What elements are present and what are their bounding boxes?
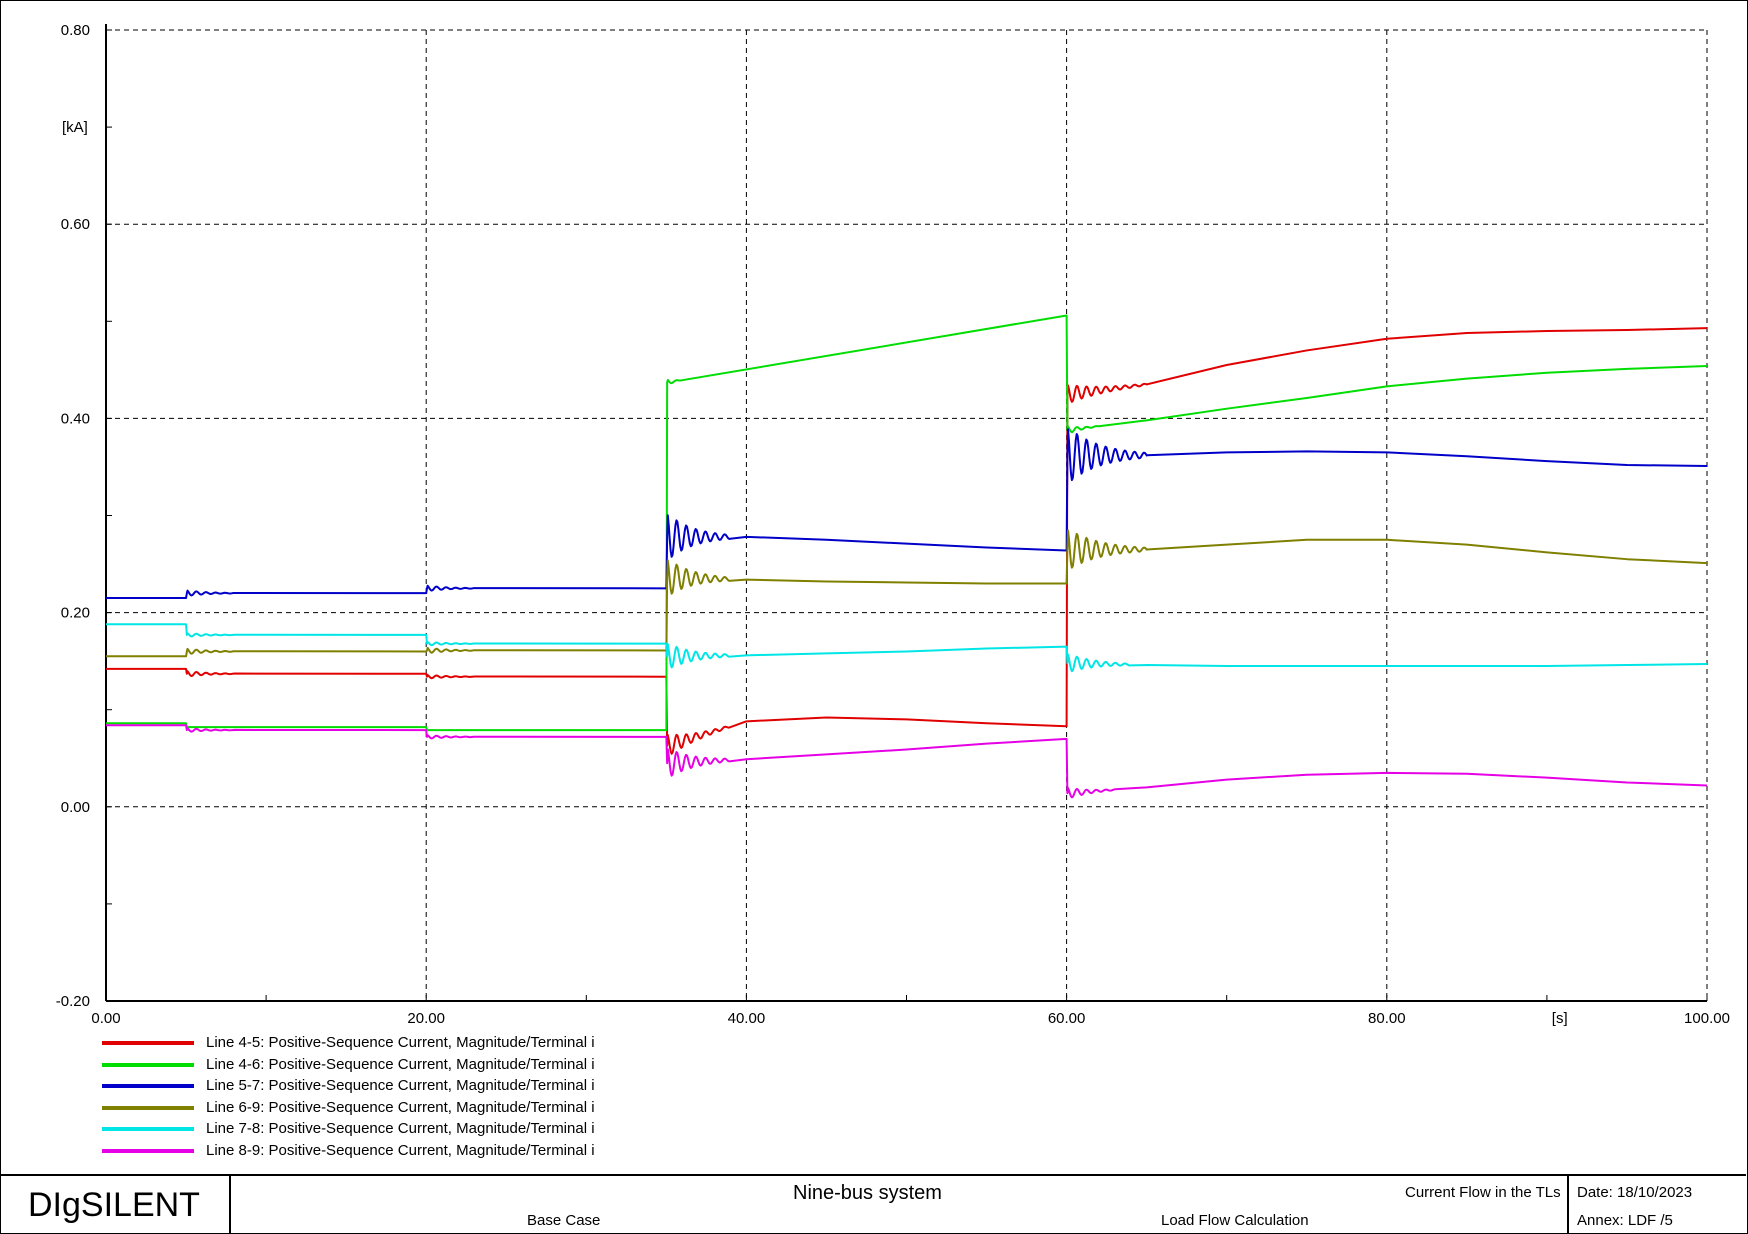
y-tick-label: 0.60 (61, 216, 90, 233)
legend-swatch (102, 1105, 194, 1110)
series-layer (106, 314, 1708, 799)
x-unit-label: [s] (1552, 1010, 1568, 1027)
legend-label: Line 4-6: Positive-Sequence Current, Mag… (206, 1055, 595, 1073)
y-tick-label: 0.80 (61, 22, 90, 39)
y-tick-label: 0.40 (61, 410, 90, 427)
legend-label: Line 7-8: Positive-Sequence Current, Mag… (206, 1120, 595, 1137)
line-chart: 0.00 20.00 40.00 60.00 80.00 100.00-0.200.000… (56, 22, 1730, 1027)
date-label: Date: 18/10/2023 (1577, 1184, 1693, 1201)
legend-swatch (102, 1127, 194, 1131)
legend-label: Line 4-5: Positive-Sequence Current, Mag… (206, 1034, 595, 1051)
x-tick-label: 20.00 (407, 1010, 445, 1027)
x-tick-label: 40.00 (728, 1010, 766, 1027)
series-line-1 (106, 327, 1708, 755)
x-tick-label: 80.00 (1368, 1010, 1406, 1027)
legend-label: Line 8-9: Positive-Sequence Current, Mag… (206, 1141, 595, 1159)
series-line-5 (106, 623, 1708, 673)
description-cell: Nine-bus system Current Flow in the TLs … (231, 1176, 1569, 1234)
legend-label: Line 5-7: Positive-Sequence Current, Mag… (206, 1077, 595, 1094)
series-line-3 (106, 428, 1708, 600)
project-title: Nine-bus system (793, 1182, 942, 1204)
tick-labels: 0.00 20.00 40.00 60.00 80.00 100.00-0.200.000… (56, 22, 1730, 1027)
calculation-label: Load Flow Calculation (1161, 1212, 1309, 1229)
axes (105, 24, 1708, 1002)
grid (106, 29, 1708, 1001)
x-tick-label: 100.00 (1684, 1010, 1730, 1027)
study-case-label: Base Case (527, 1212, 601, 1229)
series-line-2 (106, 314, 1708, 732)
y-tick-label: -0.20 (56, 993, 90, 1010)
legend-swatch (102, 1062, 194, 1067)
legend-swatch (102, 1041, 194, 1045)
y-tick-label: 0.00 (61, 799, 90, 816)
title-block: DIgSILENT Nine-bus system Current Flow i… (0, 1174, 1746, 1234)
x-tick-label: 60.00 (1048, 1010, 1086, 1027)
annex-label: Annex: LDF /5 (1577, 1212, 1673, 1229)
legend-swatch (102, 1084, 194, 1088)
y-tick-label: 0.20 (61, 605, 90, 622)
x-tick-label: 0.00 (91, 1010, 120, 1027)
brand-cell: DIgSILENT (0, 1176, 231, 1234)
brand-logo-text: DIgSILENT (28, 1186, 200, 1224)
date-annex-cell: Date: 18/10/2023 Annex: LDF /5 (1569, 1176, 1746, 1234)
legend-swatch (102, 1148, 194, 1153)
series-line-4 (106, 529, 1708, 658)
series-line-6 (106, 724, 1708, 799)
diagram-subtitle: Current Flow in the TLs (1405, 1184, 1561, 1201)
legend-label: Line 6-9: Positive-Sequence Current, Mag… (206, 1098, 595, 1116)
y-unit-label: [kA] (62, 119, 88, 136)
